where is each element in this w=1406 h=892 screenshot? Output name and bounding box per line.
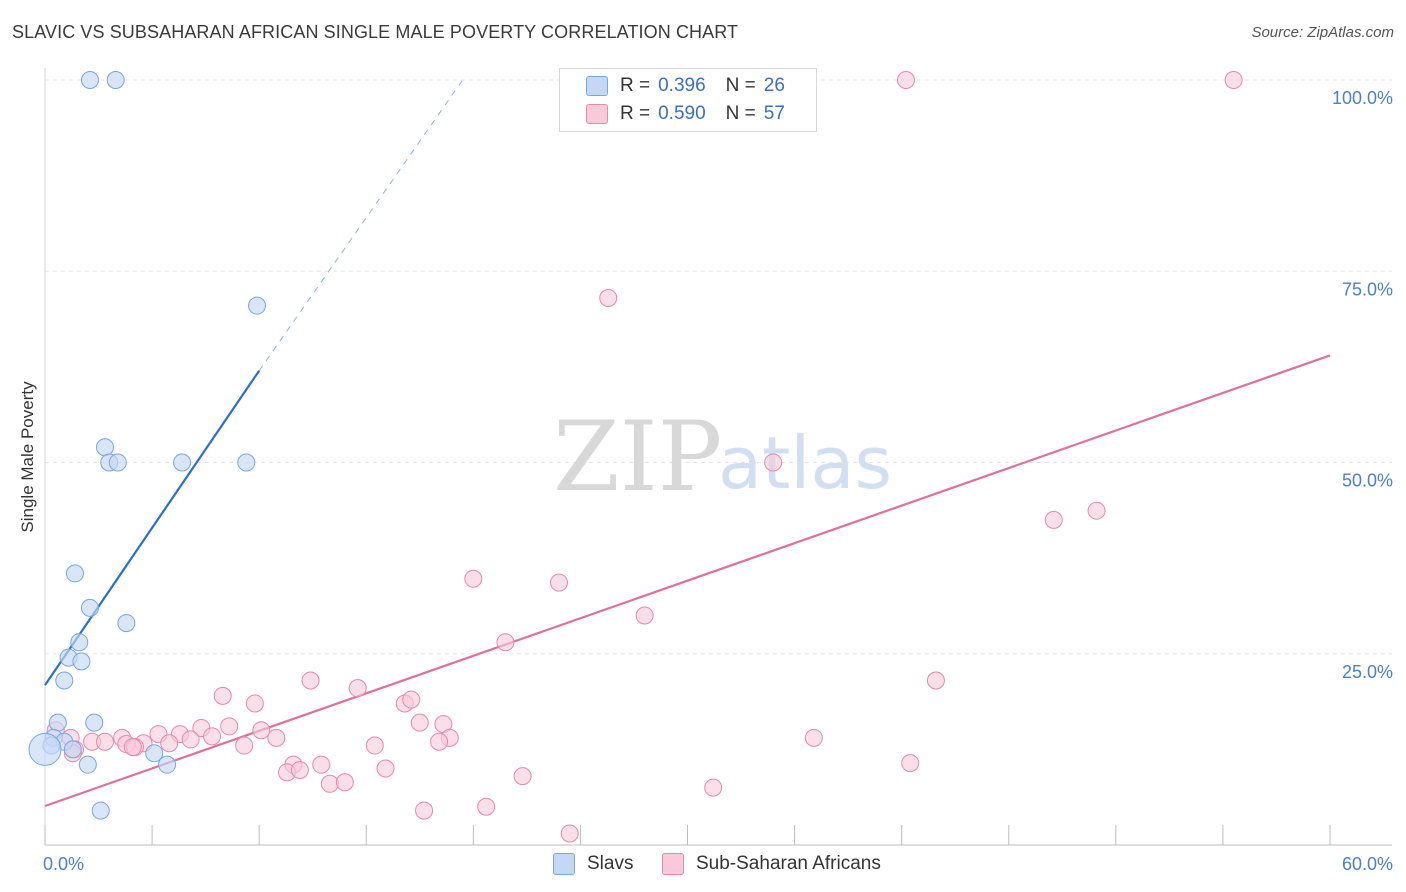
slavs-r-label: R = <box>620 75 651 96</box>
africans-point-11 <box>926 671 945 690</box>
africans-point-9 <box>635 606 654 625</box>
africans-point-2 <box>1224 71 1243 89</box>
africans-point-31 <box>203 727 222 746</box>
slavs-point-9 <box>80 598 99 617</box>
africans-point-17 <box>402 690 421 709</box>
africans-point-49 <box>290 761 309 780</box>
africans-point-7 <box>464 569 483 588</box>
slavs-n-value: 26 <box>763 75 785 96</box>
africans-point-12 <box>213 686 232 705</box>
watermark-zip: ZIP <box>553 401 722 513</box>
africans-point-52 <box>320 774 339 793</box>
slavs-point-23 <box>78 755 97 774</box>
x-tick-label-1: 60.0% <box>1342 854 1393 874</box>
africans-point-37 <box>235 736 254 755</box>
slavs-point-3 <box>95 438 114 457</box>
legend-row-slavs: R = 0.396 N = 26 <box>586 74 785 98</box>
africans-point-22 <box>220 717 239 736</box>
slavs-point-5 <box>108 453 127 472</box>
slavs-point-21 <box>145 744 164 763</box>
africans-point-15 <box>245 694 264 713</box>
watermark: ZIP atlas <box>553 401 892 513</box>
axis-layer <box>44 68 1392 846</box>
africans-point-57 <box>560 824 579 843</box>
grid-layer <box>45 79 1392 655</box>
africans-n-value: 57 <box>763 103 785 124</box>
y-tick-label-0: 100.0% <box>1332 88 1393 108</box>
slavs-legend-swatch <box>553 853 575 875</box>
slavs-point-7 <box>237 453 256 472</box>
slavs-point-14 <box>55 671 74 690</box>
africans-point-8 <box>550 573 568 592</box>
africans-point-55 <box>415 801 434 820</box>
africans-point-13 <box>301 671 320 690</box>
slavs-point-24 <box>158 755 177 774</box>
correlation-legend: R = 0.396 N = 26 R = 0.590 N = 57 <box>559 68 817 132</box>
africans-point-42 <box>123 738 142 757</box>
africans-point-6 <box>1087 501 1106 520</box>
slavs-point-22 <box>28 732 62 766</box>
y-tick-label-3: 25.0% <box>1342 662 1393 682</box>
points-layer <box>28 71 1243 843</box>
labels-layer: 100.0% 75.0% 50.0% 25.0% 0.0% 60.0% <box>43 88 1393 874</box>
africans-point-36 <box>95 732 114 751</box>
watermark-atlas: atlas <box>718 421 892 505</box>
slavs-point-13 <box>72 652 91 671</box>
africans-point-46 <box>312 755 331 774</box>
slavs-point-20 <box>63 740 82 759</box>
slavs-point-16 <box>85 713 104 732</box>
africans-point-18 <box>410 713 429 732</box>
slavs-point-1 <box>106 71 125 89</box>
africans-point-33 <box>430 732 449 751</box>
africans-point-51 <box>901 754 920 773</box>
slavs-point-15 <box>48 713 67 732</box>
slavs-point-8 <box>65 564 84 583</box>
y-tick-label-2: 50.0% <box>1342 471 1393 491</box>
slavs-point-6 <box>173 453 192 472</box>
slavs-r-value: 0.396 <box>658 75 706 96</box>
slavs-point-10 <box>117 614 136 633</box>
x-tick-label-0: 0.0% <box>43 854 84 874</box>
slavs-point-25 <box>91 801 110 820</box>
slavs-trend-line <box>44 370 261 686</box>
y-axis-title: Single Male Poverty <box>18 381 37 533</box>
africans-point-47 <box>376 759 395 778</box>
chart-title: SLAVIC VS SUBSAHARAN AFRICAN SINGLE MALE… <box>12 22 739 42</box>
africans-point-28 <box>267 728 286 747</box>
africans-point-4 <box>764 453 783 472</box>
slavs-trend-extension <box>258 79 464 371</box>
africans-n-label: N = <box>725 103 756 124</box>
africans-legend-swatch <box>662 853 684 875</box>
africans-point-50 <box>513 767 532 786</box>
bottom-legend-slavs: Slavs <box>553 852 633 876</box>
legend-row-africans: R = 0.590 N = 57 <box>586 102 785 126</box>
africans-point-56 <box>477 797 496 816</box>
africans-point-5 <box>1044 510 1063 529</box>
africans-point-44 <box>365 736 384 755</box>
africans-point-14 <box>348 679 367 698</box>
slavs-point-11 <box>70 633 89 652</box>
source-credit: Source: ZipAtlas.com <box>1251 24 1394 41</box>
africans-point-38 <box>160 734 179 753</box>
africans-point-53 <box>335 773 354 792</box>
africans-r-label: R = <box>620 103 651 124</box>
africans-point-32 <box>181 730 200 749</box>
africans-point-3 <box>599 289 618 308</box>
africans-legend-label: Sub-Saharan Africans <box>696 853 881 874</box>
slavs-legend-label: Slavs <box>587 853 634 874</box>
slavs-point-0 <box>80 71 99 89</box>
slavs-point-2 <box>248 296 267 315</box>
africans-point-30 <box>804 728 823 747</box>
slavs-swatch <box>586 76 608 96</box>
y-tick-label-1: 75.0% <box>1342 279 1393 299</box>
slavs-n-label: N = <box>725 75 756 96</box>
africans-point-21 <box>252 721 271 740</box>
bottom-legend-africans: Sub-Saharan Africans <box>662 852 881 876</box>
africans-swatch <box>586 104 608 124</box>
africans-point-10 <box>496 633 515 652</box>
africans-point-1 <box>896 71 915 89</box>
africans-r-value: 0.590 <box>658 103 706 124</box>
africans-point-54 <box>704 778 723 797</box>
